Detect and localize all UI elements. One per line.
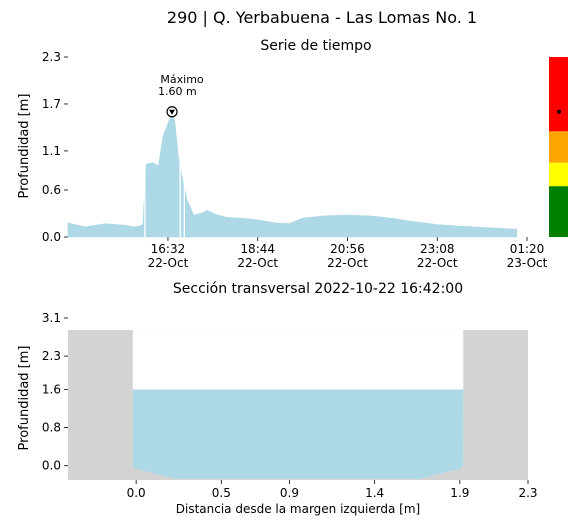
- x-tick-date: 22-Oct: [237, 256, 278, 270]
- x-tick-time: 18:44: [240, 242, 275, 256]
- x-tick-time: 23:08: [420, 242, 455, 256]
- y-tick-label: 1.1: [42, 144, 61, 158]
- x-tick-label: 1.9: [450, 486, 469, 500]
- y-tick-label: 3.1: [42, 311, 61, 325]
- x-tick-label: 2.3: [518, 486, 537, 500]
- cross-section-panel: Sección transversal 2022-10-22 16:42:00 …: [17, 281, 538, 516]
- maximum-label: Máximo: [160, 73, 204, 86]
- time-series-panel: Serie de tiempo Profundidad [m] 0.0 0.6 1.…: [17, 38, 568, 270]
- x-tick-label: 0.0: [127, 486, 146, 500]
- y-tick-label: 0.6: [42, 183, 61, 197]
- x-tick-date: 22-Oct: [417, 256, 458, 270]
- x-tick-time: 16:32: [151, 242, 186, 256]
- alert-current-marker: [557, 109, 561, 114]
- alert-level-segment: [549, 162, 568, 187]
- cross-section-ylabel: Profundidad [m]: [17, 346, 32, 451]
- y-tick-label: 1.6: [42, 382, 61, 396]
- y-tick-label: 0.0: [42, 459, 61, 473]
- time-series-ylabel: Profundidad [m]: [17, 94, 32, 199]
- alert-level-bar: [549, 57, 568, 237]
- time-series-y-ticks: 0.0 0.6 1.1 1.7 2.3: [42, 50, 68, 244]
- x-tick-date: 22-Oct: [148, 256, 189, 270]
- alert-level-segment: [549, 57, 568, 132]
- time-series-title: Serie de tiempo: [260, 38, 371, 54]
- cross-section-y-ticks: 0.0 0.8 1.6 2.3 3.1: [42, 311, 68, 473]
- cross-section-shapes: [68, 329, 528, 480]
- depth-series-area: [67, 110, 518, 238]
- alert-level-segment: [549, 131, 568, 163]
- cross-section-x-ticks: 0.0 0.5 0.9 1.4 1.9 2.3: [127, 480, 538, 500]
- time-series-x-ticks: 16:3222-Oct18:4422-Oct20:5622-Oct23:0822…: [148, 237, 548, 270]
- y-tick-label: 1.7: [42, 97, 61, 111]
- y-tick-label: 0.8: [42, 421, 61, 435]
- cross-section-xlabel: Distancia desde la margen izquierda [m]: [176, 502, 420, 516]
- x-tick-label: 0.9: [280, 486, 299, 500]
- maximum-value: 1.60 m: [158, 85, 197, 98]
- figure-title: 290 | Q. Yerbabuena - Las Lomas No. 1: [167, 8, 477, 27]
- maximum-annotation: Máximo 1.60 m: [158, 73, 204, 118]
- x-tick-date: 23-Oct: [507, 256, 548, 270]
- x-tick-label: 1.4: [365, 486, 384, 500]
- cross-section-title: Sección transversal 2022-10-22 16:42:00: [173, 281, 463, 297]
- y-tick-label: 0.0: [42, 230, 61, 244]
- y-tick-label: 2.3: [42, 50, 61, 64]
- x-tick-time: 20:56: [330, 242, 365, 256]
- x-tick-date: 22-Oct: [327, 256, 368, 270]
- x-tick-label: 0.5: [212, 486, 231, 500]
- depth-series-path: [67, 110, 518, 238]
- alert-level-segment: [549, 186, 568, 237]
- x-tick-time: 01:20: [510, 242, 545, 256]
- water-fill: [132, 389, 464, 479]
- maximum-marker-arrow: [169, 109, 176, 115]
- y-tick-label: 2.3: [42, 349, 61, 363]
